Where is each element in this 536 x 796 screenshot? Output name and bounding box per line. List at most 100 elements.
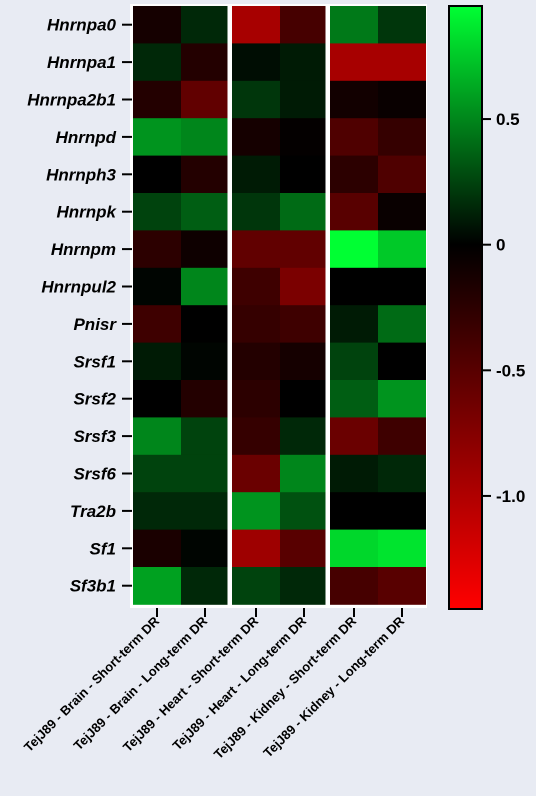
heatmap-cell-sf3b1-col4: [280, 567, 328, 605]
row-label-srsf2: Srsf2: [73, 390, 116, 409]
heatmap-cell-hnrnpa0-col1: [133, 6, 181, 44]
heatmap-cell-hnrnpd-col2: [181, 118, 229, 156]
colorbar-gradient: [448, 5, 483, 610]
heatmap-cell-hnrnpm-col1: [133, 230, 181, 269]
heatmap-cell-hnrnpd-col5: [330, 118, 378, 156]
heatmap-cell-hnrnpa0-col6: [378, 6, 426, 44]
heatmap-cell-srsf6-col5: [330, 454, 378, 493]
heatmap-cell-sf3b1-col2: [181, 567, 229, 605]
heatmap-cell-hnrnpa1-col6: [378, 43, 426, 82]
row-label-tra2b: Tra2b: [70, 502, 116, 521]
heatmap-cell-hnrnpk-col3: [232, 193, 280, 231]
heatmap-cell-pnisr-col3: [232, 305, 280, 343]
heatmap-cell-srsf2-col5: [330, 380, 378, 418]
heatmap-cell-tra2b-col4: [280, 492, 328, 530]
heatmap-cell-hnrnpk-col2: [181, 193, 229, 231]
heatmap-cell-hnrnpul2-col1: [133, 267, 181, 306]
heatmap-cell-srsf1-col1: [133, 342, 181, 381]
heatmap-cell-sf3b1-col6: [378, 567, 426, 605]
heatmap-cell-sf1-col6: [378, 529, 426, 568]
row-ticks: [122, 23, 132, 587]
heatmap-cell-srsf6-col1: [133, 454, 181, 493]
heatmap-cell-hnrnph3-col2: [181, 155, 229, 194]
colorbar-tick-label: 0.5: [496, 110, 520, 129]
heatmap-cell-srsf3-col4: [280, 417, 328, 456]
heatmap-cell-hnrnpm-col2: [181, 230, 229, 269]
heatmap-cell-tra2b-col5: [330, 492, 378, 530]
heatmap-cell-srsf3-col5: [330, 417, 378, 456]
heatmap-cell-sf3b1-col5: [330, 567, 378, 605]
heatmap-cell-hnrnpa2b1-col3: [232, 80, 280, 119]
heatmap-cell-hnrnpa0-col3: [232, 6, 280, 44]
row-label-hnrnpa1: Hnrnpa1: [47, 53, 116, 72]
row-label-hnrnph3: Hnrnph3: [46, 165, 116, 184]
row-labels: Hnrnpa0 Hnrnpa1 Hnrnpa2b1 Hnrnpd Hnrnph3 Hnrn…: [27, 16, 117, 596]
heatmap-cell-tra2b-col2: [181, 492, 229, 530]
heatmap-cell-srsf6-col6: [378, 454, 426, 493]
heatmap-cell-srsf6-col2: [181, 454, 229, 493]
row-label-sf3b1: Sf3b1: [70, 577, 116, 596]
heatmap-cell-hnrnpd-col3: [232, 118, 280, 156]
heatmap-cell-hnrnpd-col1: [133, 118, 181, 156]
heatmap-cell-srsf2-col6: [378, 380, 426, 418]
heatmap-cell-hnrnpa2b1-col2: [181, 80, 229, 119]
heatmap-cell-hnrnpk-col5: [330, 193, 378, 231]
heatmap-cell-pnisr-col5: [330, 305, 378, 343]
heatmap-cell-hnrnpul2-col2: [181, 267, 229, 306]
heatmap-cell-hnrnpa1-col2: [181, 43, 229, 82]
heatmap-cell-hnrnph3-col3: [232, 155, 280, 194]
heatmap-cell-hnrnpul2-col5: [330, 267, 378, 306]
heatmap-cell-sf1-col4: [280, 529, 328, 568]
heatmap-cell-hnrnph3-col6: [378, 155, 426, 194]
heatmap-cell-hnrnpa1-col5: [330, 43, 378, 82]
heatmap-cell-hnrnpa0-col2: [181, 6, 229, 44]
row-label-sf1: Sf1: [90, 539, 116, 558]
row-label-hnrnpa0: Hnrnpa0: [47, 16, 117, 35]
heatmap-cell-sf3b1-col1: [133, 567, 181, 605]
heatmap-cell-srsf6-col4: [280, 454, 328, 493]
heatmap-cell-hnrnpm-col6: [378, 230, 426, 269]
heatmap-cell-pnisr-col6: [378, 305, 426, 343]
heatmap-cell-pnisr-col4: [280, 305, 328, 343]
heatmap-cell-sf1-col5: [330, 529, 378, 568]
heatmap-cell-hnrnph3-col5: [330, 155, 378, 194]
heatmap-cell-hnrnpk-col4: [280, 193, 328, 231]
heatmap-cell-tra2b-col1: [133, 492, 181, 530]
heatmap-cell-srsf1-col6: [378, 342, 426, 381]
heatmap-cell-hnrnpul2-col3: [232, 267, 280, 306]
heatmap-cell-pnisr-col1: [133, 305, 181, 343]
heatmap-cell-hnrnpk-col6: [378, 193, 426, 231]
heatmap-cell-srsf1-col3: [232, 342, 280, 381]
heatmap-cell-srsf3-col1: [133, 417, 181, 456]
heatmap-cell-hnrnpk-col1: [133, 193, 181, 231]
heatmap-cell-hnrnpa2b1-col5: [330, 80, 378, 119]
heatmap-cell-hnrnpa0-col4: [280, 6, 328, 44]
row-label-srsf3: Srsf3: [73, 427, 116, 446]
heatmap-cell-sf3b1-col3: [232, 567, 280, 605]
heatmap-cell-sf1-col3: [232, 529, 280, 568]
heatmap-cell-hnrnpa2b1-col6: [378, 80, 426, 119]
heatmap-cell-srsf3-col2: [181, 417, 229, 456]
heatmap-cell-srsf2-col3: [232, 380, 280, 418]
heatmap-cell-hnrnph3-col1: [133, 155, 181, 194]
colorbar: 0.5 0 -0.5 -1.0: [448, 5, 525, 610]
row-label-hnrnpa2b1: Hnrnpa2b1: [27, 91, 116, 110]
heatmap-cell-srsf1-col5: [330, 342, 378, 381]
row-label-srsf6: Srsf6: [73, 465, 116, 484]
heatmap-cell-hnrnpa2b1-col1: [133, 80, 181, 119]
heatmap-cell-hnrnpa0-col5: [330, 6, 378, 44]
heatmap-cell-srsf3-col3: [232, 417, 280, 456]
heatmap-cell-hnrnpm-col5: [330, 230, 378, 269]
colorbar-tick-label: 0: [496, 236, 505, 255]
heatmap-cell-tra2b-col6: [378, 492, 426, 530]
heatmap-cell-srsf6-col3: [232, 454, 280, 493]
heatmap-cell-srsf2-col4: [280, 380, 328, 418]
heatmap-cell-hnrnpm-col3: [232, 230, 280, 269]
heatmap-cell-hnrnpa1-col4: [280, 43, 328, 82]
heatmap-cell-srsf2-col2: [181, 380, 229, 418]
column-ticks: [156, 608, 403, 617]
heatmap-cell-srsf1-col2: [181, 342, 229, 381]
row-label-hnrnpk: Hnrnpk: [57, 203, 118, 222]
